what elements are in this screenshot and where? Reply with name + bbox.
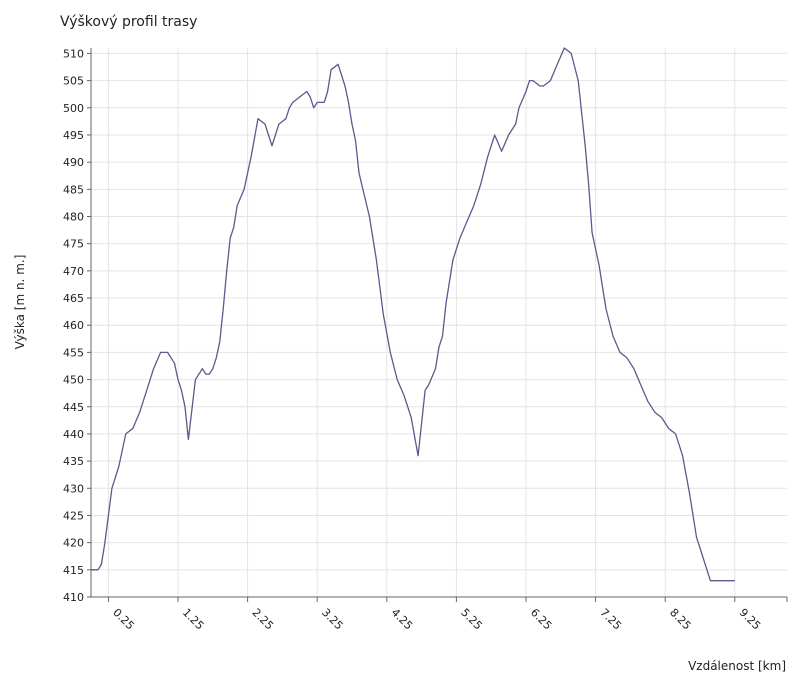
y-axis-ticks: 410 415 420 425 430 435 440 445 450 455 460 465 470 4… [63,47,91,604]
y-tick-label: 415 [63,564,84,577]
y-tick-label: 505 [63,75,84,88]
y-tick-label: 510 [63,47,84,60]
elevation-line [91,47,735,582]
x-tick-label: 6.25 [528,606,555,633]
y-tick-label: 475 [63,238,84,251]
gridlines [91,48,787,598]
x-axis-label: Vzdálenost [km] [688,659,786,673]
x-tick-label: 3.25 [319,606,346,633]
y-tick-label: 435 [63,455,84,468]
y-tick-label: 465 [63,292,84,305]
chart-title: Výškový profil trasy [60,14,197,30]
y-tick-label: 440 [63,428,84,441]
x-tick-label: 4.25 [389,606,416,633]
x-tick-label: 2.25 [249,606,276,633]
y-axis-label: Výška [m n. m.] [13,255,27,350]
axes [90,48,788,602]
y-tick-label: 410 [63,591,84,604]
x-tick-label: 9.25 [737,606,764,633]
y-tick-label: 500 [63,102,84,115]
x-tick-label: 8.25 [667,606,694,633]
y-tick-label: 450 [63,374,84,387]
y-tick-label: 445 [63,401,84,414]
x-tick-label: 1.25 [180,606,207,633]
y-tick-label: 470 [63,265,84,278]
x-tick-label: 0.25 [110,606,137,633]
y-tick-label: 495 [63,129,84,142]
y-tick-label: 425 [63,509,84,522]
x-tick-label: 5.25 [458,606,485,633]
y-tick-label: 460 [63,319,84,332]
y-tick-label: 430 [63,482,84,495]
y-tick-label: 480 [63,211,84,224]
y-tick-label: 455 [63,346,84,359]
y-tick-label: 490 [63,156,84,169]
y-tick-label: 485 [63,183,84,196]
y-tick-label: 420 [63,537,84,550]
x-tick-label: 7.25 [597,606,624,633]
x-axis-ticks: 0.25 1.25 2.25 3.25 4.25 5.25 6.25 7.25 8.25 9.25 [107,597,764,633]
